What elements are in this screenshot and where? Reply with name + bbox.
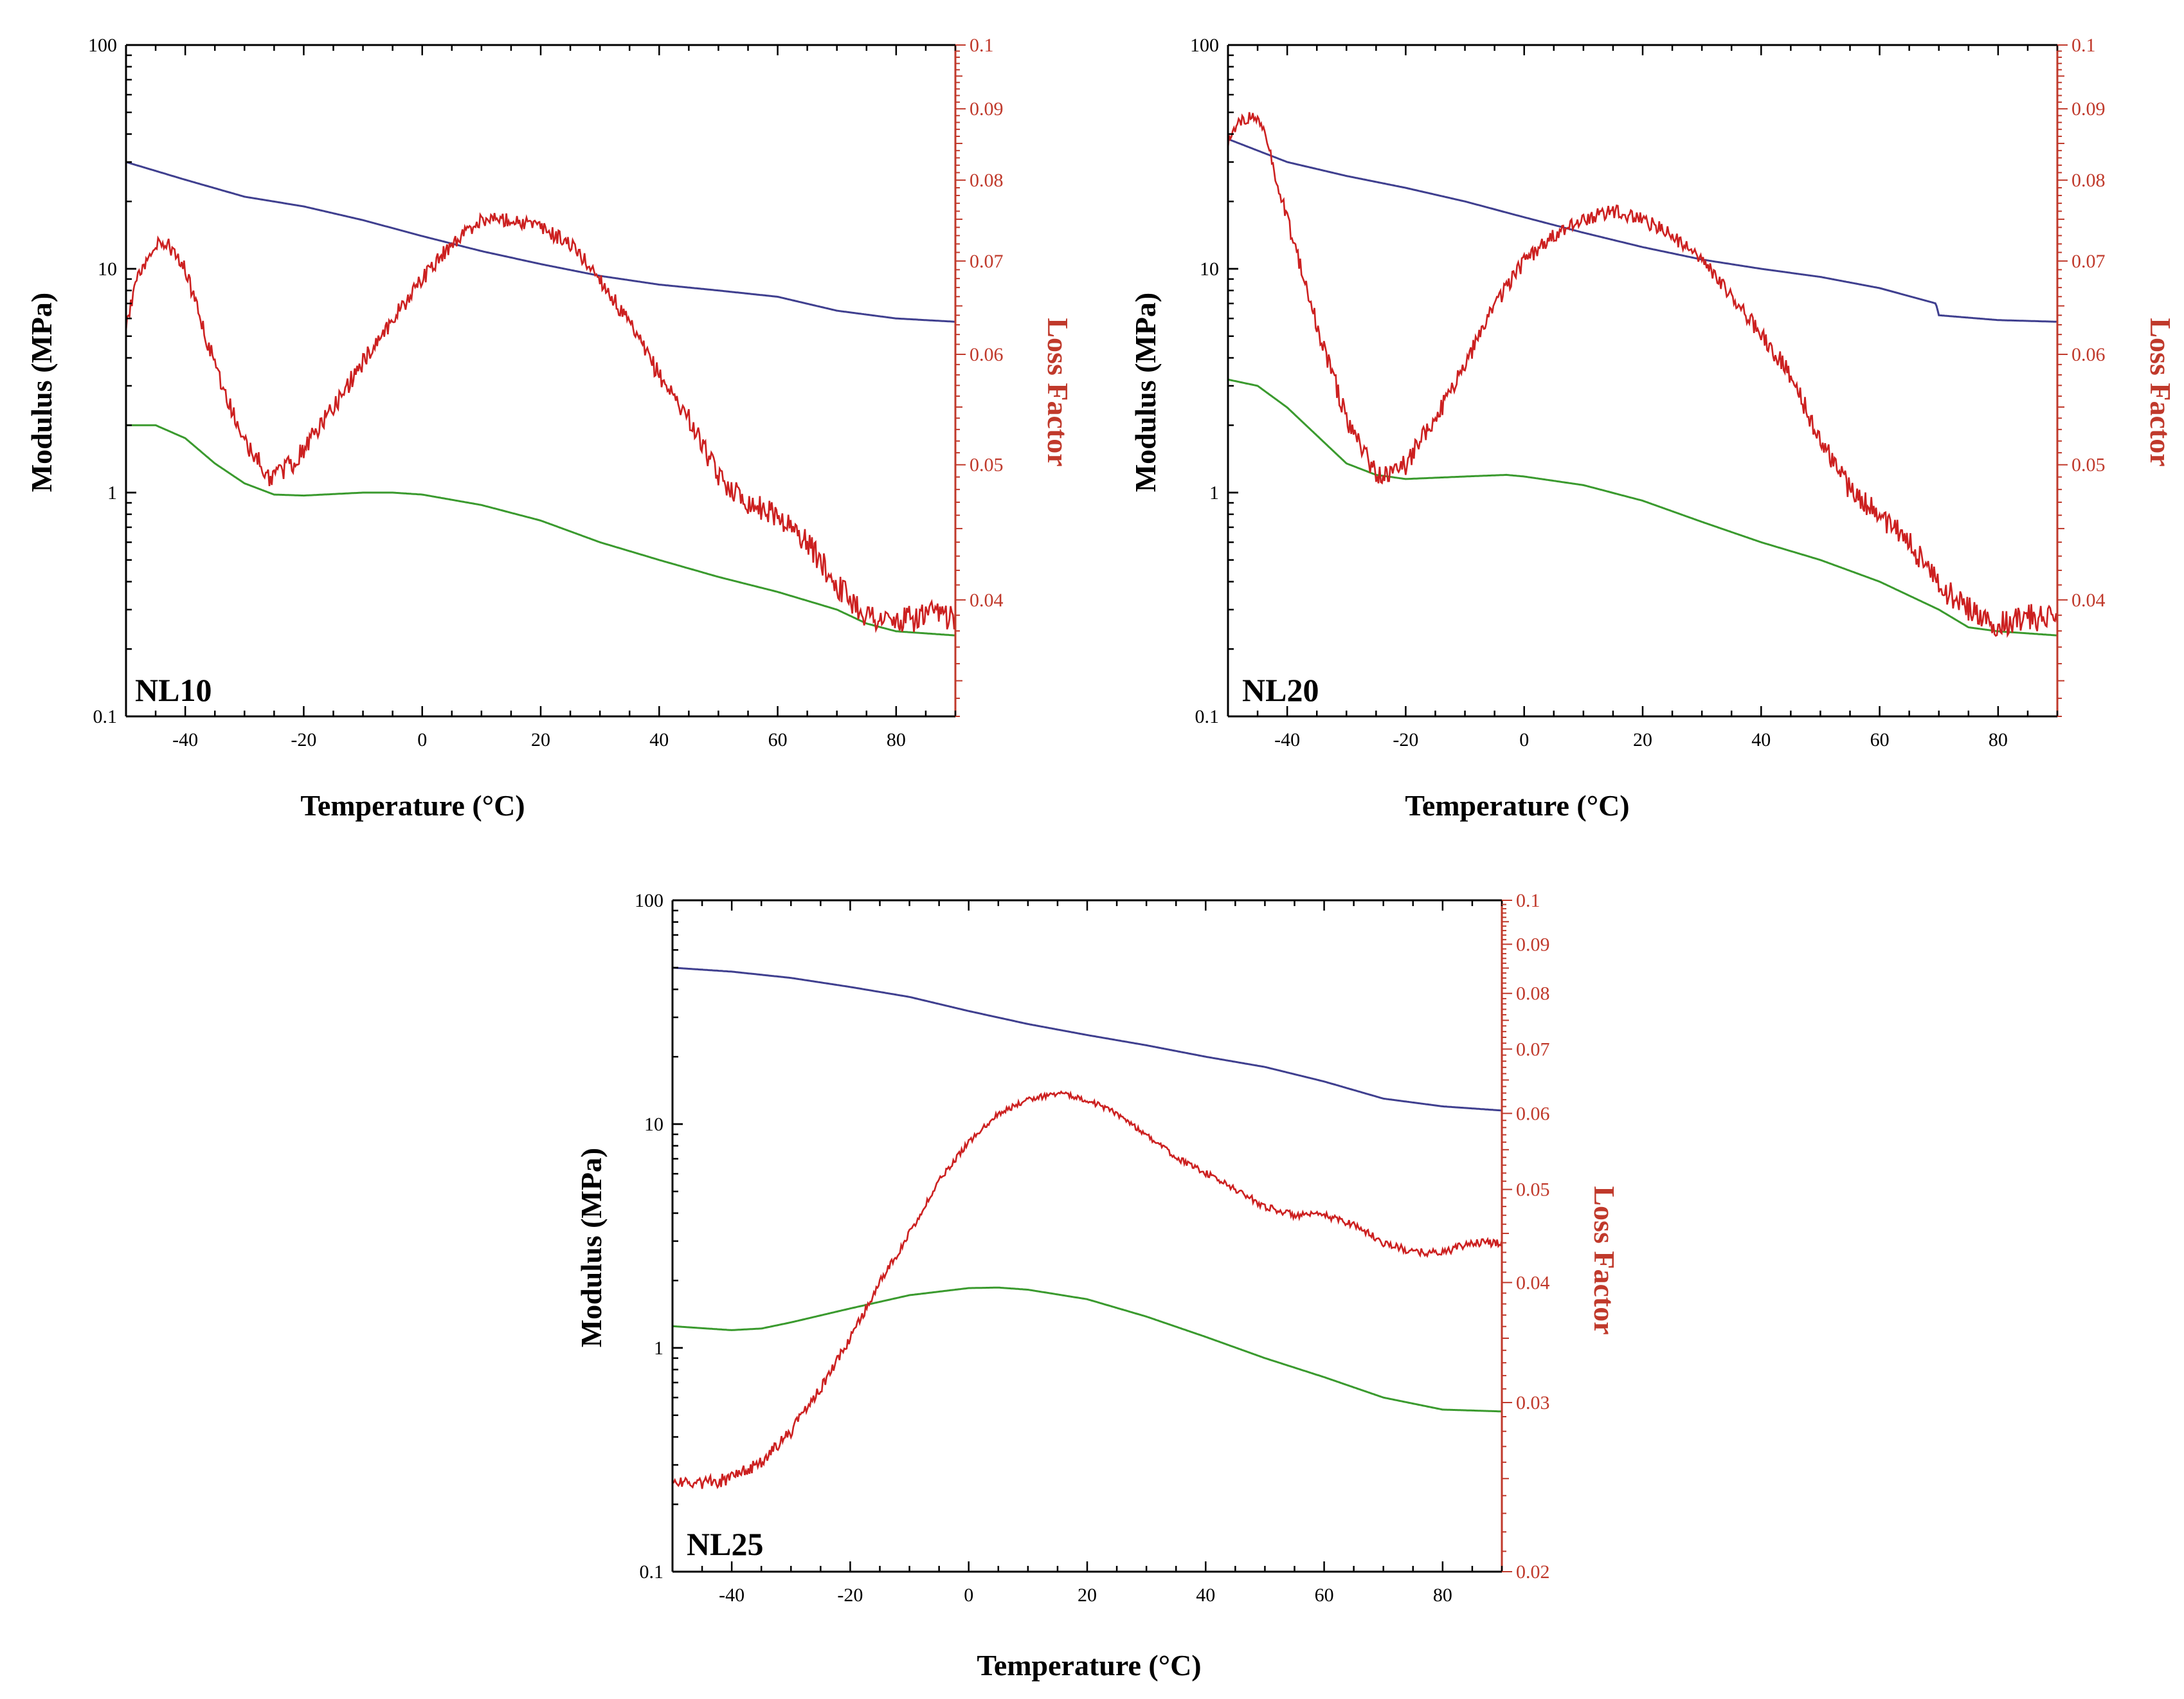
y2-tick-label: 0.09 <box>2071 98 2106 120</box>
y2-tick-label: 0.04 <box>2071 590 2106 611</box>
series-line-loss-modulus <box>672 1286 1502 1413</box>
y2-tick-label: 0.05 <box>1516 1179 1550 1201</box>
series-line-storage-modulus <box>1227 138 2057 323</box>
x-tick-label: -20 <box>1393 729 1418 750</box>
series-line-loss-factor <box>1227 112 2059 638</box>
x-tick-label: 40 <box>649 729 669 750</box>
x-tick-label: 60 <box>1870 729 1890 750</box>
y-tick-label: 0.1 <box>1195 706 1220 727</box>
x-tick-label: 40 <box>1196 1585 1215 1606</box>
chart-panel-nl25: NL25 Temperature (°C) Modulus (MPa) Loss… <box>575 890 1621 1682</box>
x-tick-label: 80 <box>1989 729 2008 750</box>
y-tick-label: 100 <box>1190 35 1219 56</box>
x-axis-title: Temperature (°C) <box>977 1649 1201 1682</box>
y-axis-title: Modulus (MPa) <box>1129 293 1162 493</box>
y2-axis-title: Loss Factor <box>1042 318 1074 466</box>
series-line-storage-modulus <box>125 161 956 323</box>
y2-tick-label: 0.06 <box>2071 344 2106 365</box>
y2-tick-label: 0.03 <box>1516 1392 1550 1413</box>
panel-label: NL20 <box>1242 672 1319 708</box>
y2-tick-label: 0.1 <box>970 35 994 56</box>
x-tick-label: 0 <box>964 1585 973 1606</box>
x-tick-label: 60 <box>1315 1585 1334 1606</box>
y2-tick-label: 0.07 <box>2071 251 2106 272</box>
y2-tick-label: 0.07 <box>1516 1039 1550 1060</box>
x-tick-label: 40 <box>1751 729 1771 750</box>
y-tick-label: 1 <box>1209 482 1219 504</box>
y2-tick-label: 0.08 <box>1516 983 1550 1004</box>
y2-axis-title: Loss Factor <box>2144 318 2177 466</box>
y2-tick-label: 0.04 <box>1516 1272 1550 1293</box>
y2-tick-label: 0.1 <box>1516 890 1540 911</box>
y-tick-label: 100 <box>88 35 117 56</box>
x-tick-label: -40 <box>719 1585 745 1606</box>
y-tick-label: 100 <box>635 890 663 911</box>
x-tick-label: 0 <box>1519 729 1529 750</box>
y2-tick-label: 0.08 <box>2071 170 2106 191</box>
x-tick-label: -20 <box>291 729 316 750</box>
y-tick-label: 10 <box>98 259 117 280</box>
y-axis-title: Modulus (MPa) <box>25 293 58 493</box>
series-line-loss-factor <box>125 212 957 633</box>
y-tick-label: 0.1 <box>640 1561 664 1583</box>
x-tick-label: -40 <box>1274 729 1300 750</box>
y2-tick-label: 0.05 <box>2071 455 2106 476</box>
y2-tick-label: 0.09 <box>1516 934 1550 955</box>
y2-tick-label: 0.05 <box>970 455 1004 476</box>
chart-panel-nl10: NL10 Temperature (°C) Modulus (MPa) Loss… <box>25 35 1074 822</box>
series-line-loss-modulus <box>1227 378 2058 637</box>
x-tick-label: 80 <box>887 729 906 750</box>
x-tick-label: -20 <box>837 1585 863 1606</box>
series-line-loss-modulus <box>126 424 956 637</box>
panel-label: NL25 <box>687 1526 763 1562</box>
x-tick-label: 20 <box>1078 1585 1097 1606</box>
y2-tick-label: 0.09 <box>970 98 1004 120</box>
y-tick-label: 0.1 <box>93 706 118 727</box>
y2-tick-label: 0.06 <box>1516 1103 1550 1124</box>
x-axis-title: Temperature (°C) <box>300 789 525 822</box>
x-axis-title: Temperature (°C) <box>1405 789 1629 822</box>
y-tick-label: 1 <box>107 482 117 504</box>
x-tick-label: -40 <box>172 729 198 750</box>
y2-tick-label: 0.1 <box>2071 35 2096 56</box>
series-line-storage-modulus <box>672 967 1503 1112</box>
y2-tick-label: 0.07 <box>970 251 1004 272</box>
x-tick-label: 60 <box>768 729 788 750</box>
y2-tick-label: 0.02 <box>1516 1561 1550 1583</box>
panel-label: NL10 <box>135 672 212 708</box>
y2-tick-label: 0.08 <box>970 170 1004 191</box>
y-tick-label: 10 <box>1200 259 1219 280</box>
y-tick-label: 1 <box>654 1338 663 1359</box>
x-tick-label: 20 <box>1633 729 1652 750</box>
y-tick-label: 10 <box>644 1114 663 1135</box>
x-tick-label: 0 <box>417 729 427 750</box>
y2-axis-title: Loss Factor <box>1588 1186 1621 1334</box>
y-axis-title: Modulus (MPa) <box>575 1148 608 1348</box>
x-tick-label: 80 <box>1433 1585 1452 1606</box>
x-tick-label: 20 <box>531 729 550 750</box>
series-line-loss-factor <box>672 1090 1503 1489</box>
y2-tick-label: 0.06 <box>970 344 1004 365</box>
chart-panel-nl20: NL20 Temperature (°C) Modulus (MPa) Loss… <box>1129 35 2177 822</box>
y2-tick-label: 0.04 <box>970 590 1004 611</box>
